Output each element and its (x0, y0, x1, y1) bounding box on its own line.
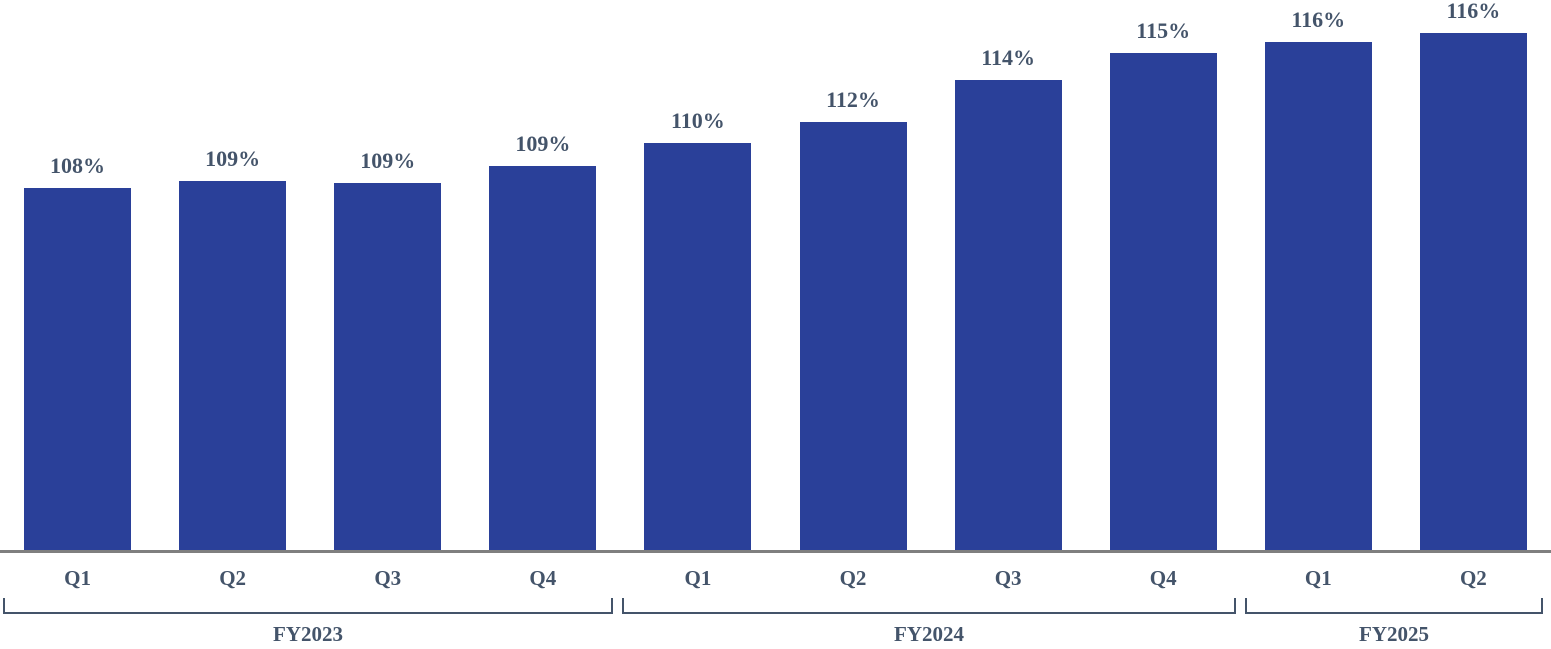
fiscal-year-group-fy2025: FY2025 (1245, 598, 1543, 645)
quarter-tick-label: Q2 (219, 566, 247, 590)
bar (334, 183, 442, 550)
bar-value-label: 109% (515, 131, 571, 156)
bar-value-label: 109% (205, 146, 261, 171)
bar-slot: 116% (1396, 0, 1551, 550)
quarter-tick-label: Q2 (1459, 566, 1487, 590)
bar-value-label: 116% (1446, 0, 1501, 23)
fiscal-year-label: FY2025 (1359, 622, 1429, 646)
quarter-tick-label: Q1 (64, 566, 91, 590)
quarter-tick-label: Q3 (374, 566, 402, 590)
bar-slot: 116% (1241, 0, 1396, 550)
bar-value-label: 112% (826, 87, 880, 112)
bar (179, 181, 287, 550)
quarter-tick-label: Q1 (1304, 566, 1332, 590)
fiscal-year-label: FY2024 (894, 622, 964, 646)
bar (1264, 42, 1372, 550)
group-bracket (3, 598, 613, 614)
bar-slot: 109% (465, 0, 620, 550)
bar (644, 143, 752, 550)
bar-value-label: 114% (981, 45, 1035, 70)
bar-slot: 109% (310, 0, 465, 550)
group-bracket (622, 598, 1236, 614)
bar-slot: 114% (931, 0, 1086, 550)
bar-slot: 110% (620, 0, 775, 550)
fiscal-year-label: FY2023 (273, 622, 343, 646)
group-bracket (1245, 598, 1543, 614)
bar (24, 188, 132, 550)
bar-value-label: 108% (50, 153, 106, 178)
plot-area: 108% 109% 109% 109% 110% 112% 114% 115% (0, 0, 1551, 550)
x-axis-line (0, 550, 1551, 553)
quarter-tick-label: Q2 (839, 566, 867, 590)
bar-slot: 112% (775, 0, 930, 550)
bar (954, 80, 1062, 550)
bar (1419, 33, 1527, 550)
quarter-tick-label: Q4 (1149, 566, 1177, 590)
bar (1109, 53, 1217, 550)
bar-value-label: 116% (1291, 7, 1346, 32)
quarter-tick-label: Q4 (529, 566, 557, 590)
bar (489, 166, 597, 550)
fiscal-year-group-fy2024: FY2024 (622, 598, 1236, 645)
x-axis-tick-labels: Q1 Q2 Q3 Q4 Q1 Q2 Q3 Q4 Q1 Q2 (0, 553, 1551, 598)
fiscal-year-group-row: FY2023 FY2024 FY2025 (0, 598, 1551, 645)
bar-slot: 108% (0, 0, 155, 550)
bar-slot: 115% (1086, 0, 1241, 550)
bar-value-label: 115% (1136, 18, 1191, 43)
quarter-tick-label: Q3 (994, 566, 1022, 590)
bar-value-label: 109% (360, 148, 416, 173)
quarter-tick-label: Q1 (684, 566, 712, 590)
bar-value-label: 110% (671, 108, 725, 133)
bar-slot: 109% (155, 0, 310, 550)
fiscal-year-group-fy2023: FY2023 (3, 598, 613, 645)
bar (799, 122, 907, 550)
